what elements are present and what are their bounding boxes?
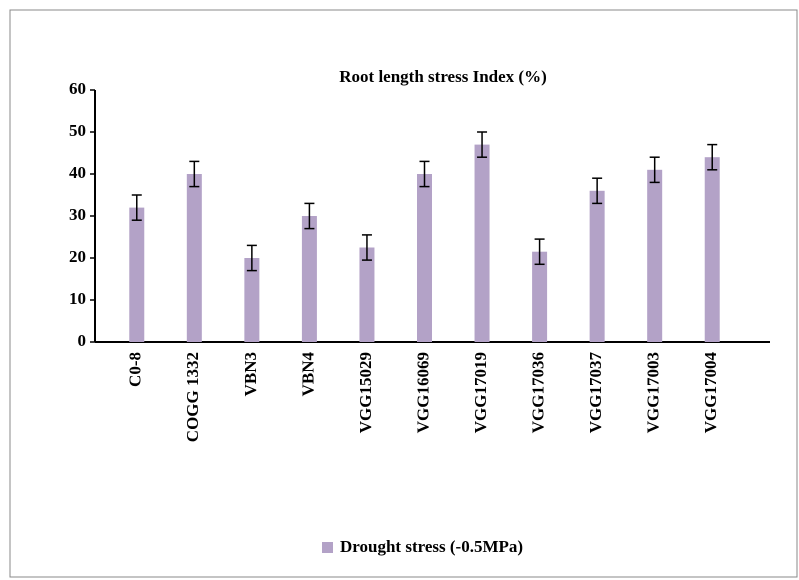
- x-tick-label: VBN4: [298, 352, 317, 397]
- bar: [704, 157, 720, 342]
- chart-frame: [9, 9, 798, 578]
- bar: [417, 174, 432, 342]
- error-bar: [649, 156, 660, 184]
- legend-label: Drought stress (-0.5MPa): [340, 537, 523, 556]
- error-bar: [131, 194, 142, 221]
- y-tick-label: 10: [69, 289, 86, 308]
- error-bar: [477, 131, 488, 158]
- error-bar: [592, 177, 603, 205]
- x-tick-label: C0-8: [126, 352, 145, 387]
- x-tick-label: VGG17037: [586, 352, 605, 434]
- legend-swatch: [322, 542, 333, 553]
- bar: [129, 207, 145, 342]
- bar: [301, 216, 317, 342]
- bar: [244, 258, 260, 342]
- x-tick-label: VGG15029: [356, 352, 375, 433]
- y-tick-label: 30: [69, 205, 86, 224]
- x-tick-label: VGG17036: [528, 352, 547, 433]
- y-tick-label: 20: [69, 247, 86, 266]
- x-tick-label: VGG17004: [701, 352, 720, 434]
- x-tick-label: VBN3: [241, 352, 260, 396]
- bar: [474, 144, 490, 342]
- error-bar: [246, 244, 257, 272]
- bar: [186, 174, 202, 342]
- x-tick-label: VGG17019: [471, 352, 490, 433]
- error-bar: [419, 160, 430, 188]
- bar: [532, 251, 548, 342]
- error-bar: [707, 143, 718, 171]
- x-tick-label: VGG16069: [413, 352, 432, 433]
- y-tick-label: 40: [69, 163, 86, 182]
- bar: [359, 247, 375, 342]
- error-bar: [361, 234, 372, 261]
- y-tick-label: 0: [78, 331, 87, 350]
- bar: [589, 190, 605, 342]
- y-tick-label: 60: [69, 79, 86, 98]
- chart-title: Root length stress Index (%): [339, 67, 546, 86]
- x-tick-label: COGG 1332: [183, 352, 202, 442]
- y-tick-label: 50: [69, 121, 86, 140]
- x-tick-label: VGG17003: [644, 352, 663, 433]
- error-bar: [534, 238, 545, 266]
- error-bar: [304, 202, 315, 230]
- bar: [647, 169, 663, 342]
- error-bar: [189, 160, 200, 188]
